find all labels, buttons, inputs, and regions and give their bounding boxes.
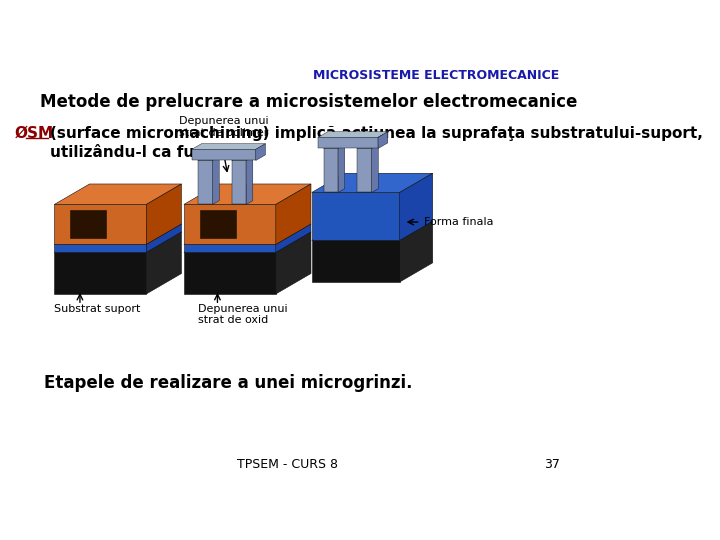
Text: ØSM: ØSM <box>14 126 53 141</box>
Text: (surface micromachining) implică acţiunea la suprafaţa substratului-suport,
util: (surface micromachining) implică acţiune… <box>50 126 703 160</box>
Text: Forma finala: Forma finala <box>423 217 493 227</box>
Polygon shape <box>55 205 146 245</box>
Polygon shape <box>324 148 338 192</box>
Polygon shape <box>200 210 236 238</box>
Polygon shape <box>184 245 276 252</box>
Polygon shape <box>312 192 400 240</box>
Polygon shape <box>276 184 311 245</box>
Polygon shape <box>55 224 181 245</box>
Polygon shape <box>357 145 378 148</box>
Text: TPSEM - CURS 8: TPSEM - CURS 8 <box>238 458 338 471</box>
Polygon shape <box>338 145 345 192</box>
Polygon shape <box>400 173 433 240</box>
Text: Depunerea unui
strat de oxid: Depunerea unui strat de oxid <box>198 303 288 325</box>
Polygon shape <box>276 224 311 252</box>
Polygon shape <box>246 157 253 205</box>
Polygon shape <box>357 148 372 192</box>
Polygon shape <box>146 224 181 252</box>
Text: 37: 37 <box>544 458 559 471</box>
Polygon shape <box>378 132 388 148</box>
Polygon shape <box>192 144 266 149</box>
Polygon shape <box>55 252 146 294</box>
Polygon shape <box>198 160 212 205</box>
Polygon shape <box>318 132 388 137</box>
Polygon shape <box>184 232 311 252</box>
Polygon shape <box>55 184 181 205</box>
Polygon shape <box>192 149 256 160</box>
Text: Etapele de realizare a unei microgrinzi.: Etapele de realizare a unei microgrinzi. <box>44 374 413 392</box>
Polygon shape <box>71 210 107 238</box>
Polygon shape <box>232 160 246 205</box>
Polygon shape <box>324 145 345 148</box>
Polygon shape <box>312 221 433 240</box>
Polygon shape <box>55 232 181 252</box>
Polygon shape <box>55 245 146 252</box>
Polygon shape <box>232 157 253 160</box>
Text: Substrat suport: Substrat suport <box>55 303 140 314</box>
Polygon shape <box>146 184 181 245</box>
Polygon shape <box>184 184 311 205</box>
Polygon shape <box>312 240 400 282</box>
Polygon shape <box>372 145 378 192</box>
Polygon shape <box>184 252 276 294</box>
Polygon shape <box>400 221 433 282</box>
Polygon shape <box>146 232 181 294</box>
Polygon shape <box>184 205 276 245</box>
Polygon shape <box>312 173 433 192</box>
Polygon shape <box>198 157 220 160</box>
Polygon shape <box>184 224 311 245</box>
Text: MICROSISTEME ELECTROMECANICE: MICROSISTEME ELECTROMECANICE <box>313 69 559 82</box>
Polygon shape <box>318 137 378 148</box>
Polygon shape <box>256 144 266 160</box>
Text: Depunerea unui
strat de polimer: Depunerea unui strat de polimer <box>179 117 269 138</box>
Polygon shape <box>212 157 220 205</box>
Text: Metode de prelucrare a microsistemelor electromecanice: Metode de prelucrare a microsistemelor e… <box>40 92 577 111</box>
Polygon shape <box>276 232 311 294</box>
